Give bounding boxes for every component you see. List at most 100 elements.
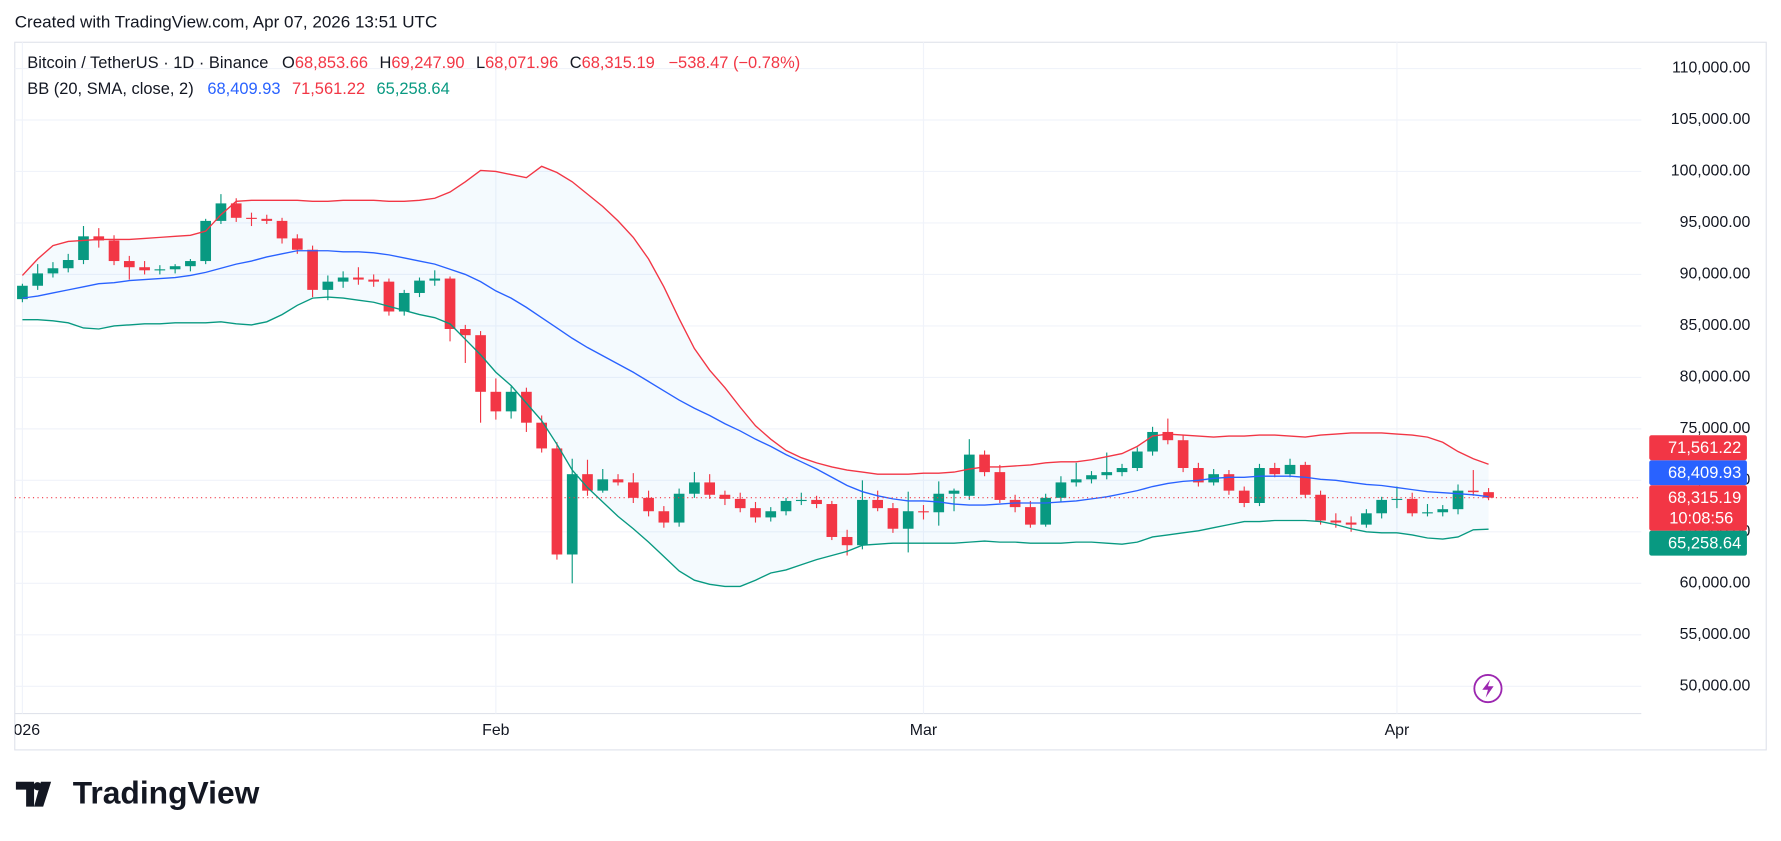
candle-body <box>811 499 822 505</box>
ohlc-label: O <box>282 54 295 72</box>
candle-body <box>459 329 471 336</box>
price-tag <box>1649 530 1747 556</box>
candle-body <box>398 292 410 312</box>
band-line <box>22 296 1489 588</box>
candle-body <box>627 482 639 498</box>
x-tick: 2026 <box>5 722 41 739</box>
candle-body <box>994 472 1006 500</box>
price-tag-label: 68,409.93 <box>1668 464 1741 482</box>
candle-body <box>1238 490 1250 503</box>
candle-body <box>1223 474 1235 491</box>
candle-body <box>1345 522 1357 525</box>
x-tick-label: Apr <box>1385 722 1410 739</box>
ohlc-value: 68,853.66 <box>295 54 368 72</box>
candle-body <box>1177 440 1189 468</box>
x-tick-label: 2026 <box>5 722 41 739</box>
candle-body <box>78 236 89 261</box>
candle-body <box>750 508 761 518</box>
candle-body <box>1193 467 1204 483</box>
candle-body <box>887 508 899 529</box>
candle-body <box>1483 492 1494 498</box>
candle-body <box>17 285 28 300</box>
grid <box>14 42 1642 714</box>
indicator-value: 68,409.93 <box>207 80 280 98</box>
candle-body <box>658 511 670 523</box>
y-tick-label: 95,000.00 <box>1680 214 1751 231</box>
candle-body <box>215 203 227 221</box>
candle-body <box>1361 513 1372 525</box>
candle-body <box>429 278 441 281</box>
change: −538.47 (−0.78%) <box>668 54 800 72</box>
candle-body <box>1162 431 1174 441</box>
candle-body <box>689 482 700 494</box>
replay-icon[interactable] <box>1473 674 1503 704</box>
candle-body <box>200 220 212 262</box>
y-tick-label: 105,000.00 <box>1671 111 1751 128</box>
candle-body <box>123 261 135 268</box>
current-price-label: 68,315.19 <box>1668 489 1741 507</box>
y-tick-label: 110,000.00 <box>1672 60 1751 77</box>
candle-body <box>872 499 884 509</box>
candle-body <box>475 335 486 392</box>
candle-body <box>1284 464 1296 475</box>
candle-body <box>1452 490 1464 510</box>
candle-body <box>826 504 838 537</box>
ohlc-value: 68,071.96 <box>485 54 558 72</box>
y-tick-label: 85,000.00 <box>1680 317 1751 334</box>
candle-body <box>643 497 654 512</box>
indicator-value: 65,258.64 <box>377 80 450 98</box>
candle-body <box>337 277 349 282</box>
candle-body <box>108 240 120 262</box>
price-tag <box>1649 435 1747 461</box>
candle-body <box>185 261 196 267</box>
candle-body <box>612 479 624 483</box>
candle-body <box>276 220 288 239</box>
band-line <box>22 250 1489 506</box>
indicator-label: BB (20, SMA, close, 2) <box>27 80 193 98</box>
ohlc-label: C <box>570 54 582 72</box>
candle-body <box>734 498 746 509</box>
candle-body <box>1299 464 1311 495</box>
candle-body <box>1269 467 1281 475</box>
y-tick-label: 50,000.00 <box>1680 677 1751 694</box>
candle-body <box>1055 482 1067 498</box>
band-line <box>21 165 1489 475</box>
candle-body <box>368 279 380 282</box>
ohlc-value: 68,315.19 <box>582 54 655 72</box>
y-tick-label: 55,000.00 <box>1680 626 1751 643</box>
candle-body <box>1025 507 1036 525</box>
candle-body <box>765 511 777 518</box>
candle-body <box>1315 494 1326 521</box>
candle-body <box>505 391 517 412</box>
candle-body <box>933 493 945 513</box>
candle-body <box>261 218 273 221</box>
candle-body <box>62 260 74 269</box>
candle-body <box>597 479 609 491</box>
candle-body <box>444 278 456 330</box>
price-tag-label: 65,258.64 <box>1668 535 1741 553</box>
candle-body <box>963 454 975 496</box>
candle-body <box>841 536 853 546</box>
candle-body <box>780 500 792 512</box>
candle-body <box>1040 497 1052 525</box>
candle-body <box>1254 467 1265 503</box>
candle-body <box>918 511 929 513</box>
candle-body <box>948 490 960 494</box>
candle-body <box>582 474 593 491</box>
candle-body <box>719 494 731 499</box>
candle-body <box>307 249 318 290</box>
x-tick: Mar <box>910 722 938 739</box>
candle-body <box>230 203 242 218</box>
y-tick-label: 100,000.00 <box>1671 163 1751 180</box>
candle-body <box>536 422 548 449</box>
candle-body <box>566 474 578 555</box>
x-tick-label: Feb <box>482 722 510 739</box>
logo: TradingView <box>15 775 260 811</box>
candle-body <box>1467 490 1479 493</box>
candle-body <box>1147 431 1158 452</box>
candle-body <box>1437 509 1449 513</box>
candle-body <box>47 268 59 274</box>
y-tick-label: 90,000.00 <box>1680 266 1751 283</box>
indicator-legend: BB (20, SMA, close, 2) 68,409.93 71,561.… <box>27 80 449 98</box>
